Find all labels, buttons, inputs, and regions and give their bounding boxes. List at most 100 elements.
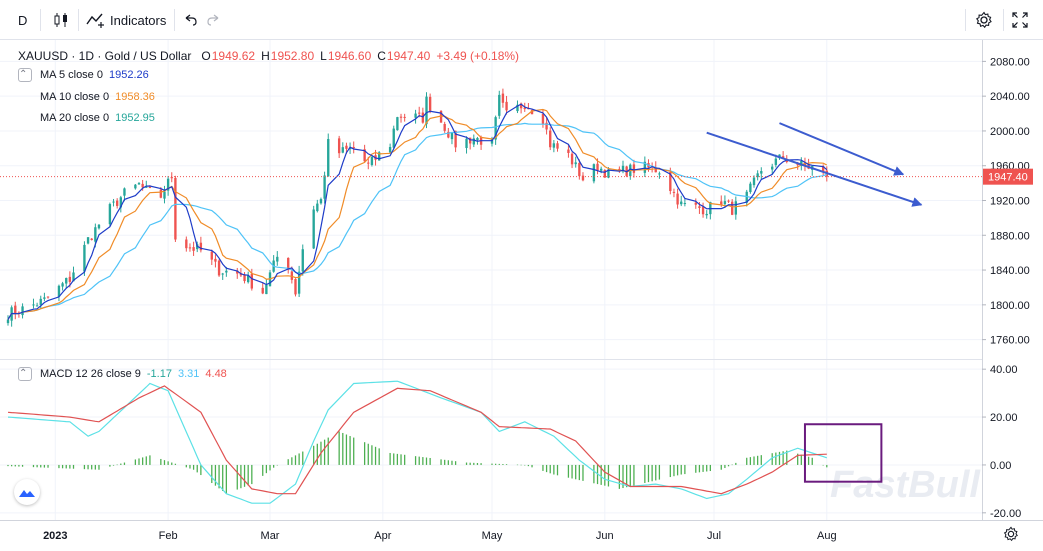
macd-histogram-bar: [145, 456, 147, 465]
macd-histogram-bar: [400, 454, 402, 465]
candle-body: [581, 175, 585, 181]
fullscreen-button[interactable]: [1011, 8, 1029, 32]
ma10-legend: MA 10 close 0 1958.36: [40, 91, 161, 103]
chart-type-button[interactable]: [52, 8, 70, 32]
macd-histogram-bar: [353, 437, 355, 465]
macd-histogram-bar: [316, 443, 318, 465]
signal-line: [7, 385, 827, 495]
candle-body: [578, 163, 581, 177]
candle-body: [730, 201, 734, 215]
candle-body: [261, 287, 264, 294]
candle-body: [701, 206, 705, 215]
macd-histogram-bar: [706, 464, 708, 472]
macd-histogram-bar: [109, 464, 111, 467]
time-tick-label: May: [482, 530, 503, 542]
macd-histogram-bar: [778, 451, 781, 465]
candle-body: [720, 201, 723, 205]
macd-histogram-bar: [556, 464, 559, 476]
macd-histogram-bar: [345, 434, 348, 465]
macd-histogram-bar: [757, 455, 759, 465]
macd-histogram-bar: [422, 457, 424, 465]
time-tick-label: Aug: [817, 530, 837, 542]
current-price-tag: [983, 168, 1033, 185]
macd-histogram-bar: [236, 464, 238, 490]
redo-button[interactable]: [206, 8, 222, 32]
watermark-logo: FastBull: [830, 464, 981, 506]
candle-body: [367, 162, 370, 164]
candle-body: [119, 197, 122, 208]
candle-body: [35, 305, 39, 307]
candle-body: [388, 147, 392, 153]
indicators-button[interactable]: Indicators: [86, 8, 166, 32]
macd-histogram-bar: [593, 464, 595, 484]
macd-histogram-bar: [797, 453, 799, 465]
candle-body: [188, 247, 192, 249]
candle-body: [217, 260, 221, 276]
candle-body: [115, 200, 119, 206]
price-tick-label: 2080.00: [990, 56, 1030, 68]
macd-histogram-bar: [644, 464, 646, 483]
candle-body: [530, 110, 534, 115]
macd-histogram-bar: [189, 464, 191, 469]
chart-area[interactable]: FastBull 2080.002040.002000.001960.00192…: [0, 40, 1043, 551]
candle-body: [643, 161, 647, 173]
macd-histogram-bar: [302, 451, 304, 465]
interval-button[interactable]: D: [18, 8, 27, 32]
candle-body: [454, 130, 457, 148]
macd-histogram-bar: [800, 454, 802, 465]
candle-body: [752, 177, 756, 186]
undo-button[interactable]: [182, 8, 198, 32]
macd-histogram-bar: [287, 459, 289, 465]
candle-body: [221, 273, 224, 275]
macd-histogram-bar: [367, 443, 369, 465]
collapse-legend-button[interactable]: ⌃: [18, 68, 32, 82]
macd-histogram-bar: [491, 463, 493, 465]
candle-body: [468, 137, 472, 144]
candle-body: [294, 279, 297, 295]
candle-body: [297, 271, 301, 294]
price-axis[interactable]: 2080.002040.002000.001960.001920.001880.…: [982, 56, 1033, 520]
macd-histogram-bar: [211, 464, 213, 484]
macd-histogram-bar: [582, 464, 584, 481]
toolbar-divider: [1003, 9, 1004, 31]
macd-histogram-bar: [451, 460, 453, 465]
macd-histogram-bar: [269, 464, 271, 471]
macd-histogram-bar: [695, 464, 697, 473]
scale-settings-button[interactable]: [1003, 526, 1019, 545]
macd-histogram-bar: [771, 453, 773, 465]
macd-histogram-bar: [262, 464, 264, 476]
candle-body: [607, 169, 610, 178]
macd-histogram-bar: [243, 464, 246, 487]
collapse-macd-button[interactable]: ⌃: [18, 367, 32, 381]
candle-body: [370, 156, 374, 165]
price-pane: [0, 88, 982, 327]
tradingview-logo-button[interactable]: [14, 479, 40, 505]
macd-histogram-bar: [138, 458, 140, 465]
macd-histogram-bar: [294, 455, 297, 465]
macd-histogram-bar: [531, 464, 533, 468]
candle-body: [6, 319, 10, 324]
undo-icon: [185, 14, 197, 26]
chevron-up-icon: ⌃: [19, 69, 28, 80]
change-value: +3.49 (+0.18%): [436, 49, 520, 63]
candle-body: [65, 277, 68, 284]
indicators-label: Indicators: [110, 12, 167, 28]
ma5-value: 1952.26: [108, 69, 149, 81]
candle-body: [541, 113, 545, 124]
time-axis[interactable]: 2023 Feb Mar Apr May Jun Jul Aug: [43, 530, 837, 542]
candle-body: [443, 123, 446, 131]
candle-body: [781, 156, 785, 159]
settings-button[interactable]: [975, 8, 993, 32]
candle-body: [723, 201, 727, 205]
macd-histogram-bar: [174, 463, 177, 465]
macd-histogram-bar: [298, 453, 300, 465]
ma5-line: [7, 103, 828, 320]
macd-histogram-bar: [214, 464, 217, 486]
macd-histogram-bar: [7, 464, 9, 467]
candle-body: [425, 96, 428, 125]
macd-histogram-bar: [21, 464, 24, 467]
macd-histogram-bar: [404, 454, 406, 465]
macd-histogram-bar: [276, 464, 278, 466]
candle-body: [43, 297, 46, 299]
close-label: C: [377, 49, 386, 63]
